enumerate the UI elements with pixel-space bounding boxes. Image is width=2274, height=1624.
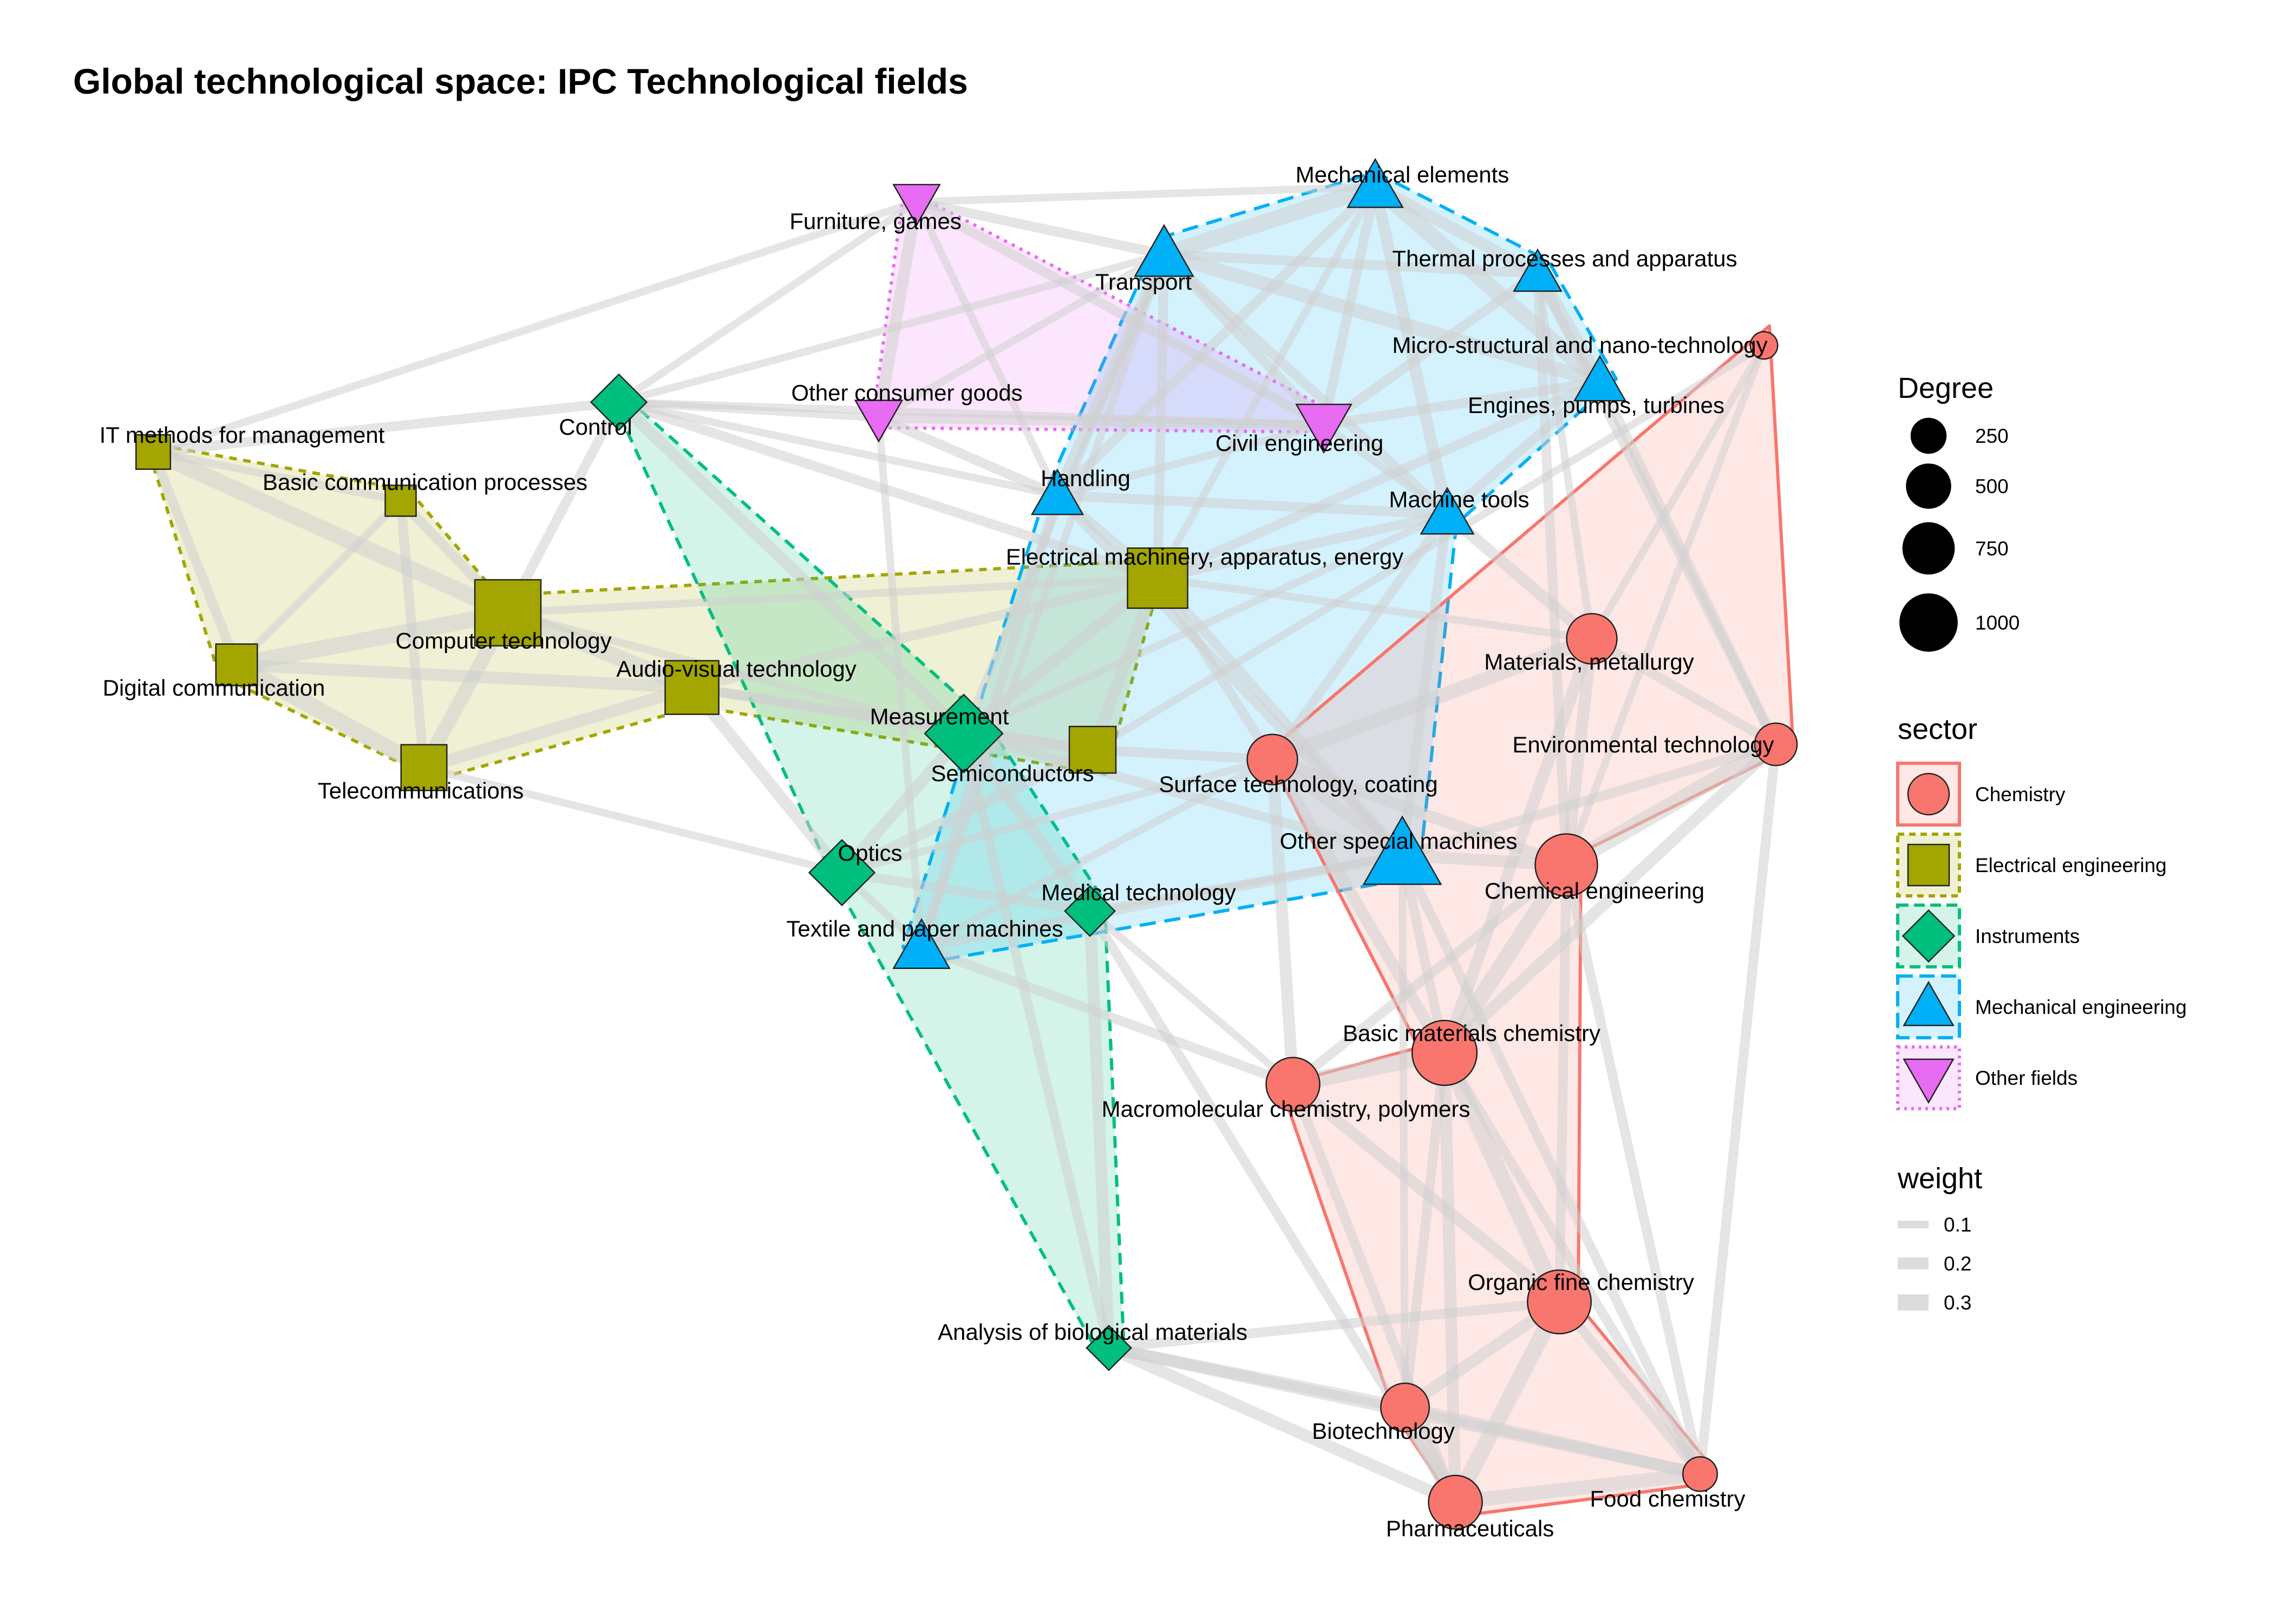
node-label-basic-materials-chemistry: Basic materials chemistry xyxy=(1343,1020,1600,1046)
node-label-thermal-processes-and-apparatus: Thermal processes and apparatus xyxy=(1392,246,1737,271)
node-label-measurement: Measurement xyxy=(870,704,1009,729)
legend-degree-label: 1000 xyxy=(1975,612,2020,634)
legend-sector-label: Mechanical engineering xyxy=(1975,996,2187,1018)
legend-sector-label: Electrical engineering xyxy=(1975,854,2167,876)
legend-degree-label: 250 xyxy=(1975,425,2009,447)
node-label-telecommunications: Telecommunications xyxy=(318,778,524,803)
node-label-medical-technology: Medical technology xyxy=(1041,880,1236,905)
legend-weight-label: 0.1 xyxy=(1944,1214,1971,1236)
node-label-semiconductors: Semiconductors xyxy=(931,761,1094,786)
node-label-engines-pumps-turbines: Engines, pumps, turbines xyxy=(1468,392,1724,418)
legend-weight: weight 0.1 0.2 0.3 xyxy=(1897,1162,1982,1314)
node-label-textile-and-paper-machines: Textile and paper machines xyxy=(786,916,1063,941)
legend-degree-key xyxy=(1903,522,1955,575)
edge-medical-technology--macromolecular-chemistry-polymers xyxy=(1090,911,1293,1084)
node-label-pharmaceuticals: Pharmaceuticals xyxy=(1386,1516,1554,1541)
node-label-environmental-technology: Environmental technology xyxy=(1512,732,1774,757)
node-label-other-special-machines: Other special machines xyxy=(1280,828,1518,854)
node-label-chemical-engineering: Chemical engineering xyxy=(1485,878,1704,903)
node-label-audio-visual-technology: Audio-visual technology xyxy=(616,656,857,682)
node-label-other-consumer-goods: Other consumer goods xyxy=(791,380,1022,405)
node-label-optics: Optics xyxy=(838,840,902,866)
legend-weight-title: weight xyxy=(1897,1162,1982,1195)
legend-sector-label: Instruments xyxy=(1975,925,2080,947)
node-label-micro-structural-and-nano-technology: Micro-structural and nano-technology xyxy=(1392,332,1767,358)
node-label-control: Control xyxy=(559,414,632,440)
node-label-biotechnology: Biotechnology xyxy=(1312,1418,1455,1444)
legend-sector-shape-electrical-engineering xyxy=(1908,844,1949,886)
node-label-basic-communication-processes: Basic communication processes xyxy=(263,469,587,495)
legend-degree-title: Degree xyxy=(1898,372,1994,404)
legend-sector-title: sector xyxy=(1898,713,1977,745)
legend-weight-label: 0.3 xyxy=(1944,1292,1971,1314)
node-label-analysis-of-biological-materials: Analysis of biological materials xyxy=(938,1319,1247,1345)
node-label-handling: Handling xyxy=(1041,466,1131,491)
legend-degree: Degree 250 500 750 1000 xyxy=(1898,372,2020,652)
node-label-computer-technology: Computer technology xyxy=(395,628,611,653)
node-label-it-methods-for-management: IT methods for management xyxy=(100,422,385,448)
node-label-digital-communication: Digital communication xyxy=(103,675,325,700)
node-label-organic-fine-chemistry: Organic fine chemistry xyxy=(1468,1269,1694,1295)
legend-degree-label: 500 xyxy=(1975,475,2009,497)
node-label-food-chemistry: Food chemistry xyxy=(1590,1486,1745,1511)
legend-weight-label: 0.2 xyxy=(1944,1253,1971,1275)
node-label-electrical-machinery-apparatus-energy: Electrical machinery, apparatus, energy xyxy=(1006,544,1404,569)
legend-degree-label: 750 xyxy=(1975,538,2009,560)
node-label-mechanical-elements: Mechanical elements xyxy=(1296,162,1510,187)
node-label-materials-metallurgy: Materials, metallurgy xyxy=(1484,649,1694,675)
node-label-macromolecular-chemistry-polymers: Macromolecular chemistry, polymers xyxy=(1102,1096,1471,1122)
legend-sector-label: Chemistry xyxy=(1975,783,2066,806)
legend-degree-key xyxy=(1906,463,1951,509)
legend-degree-key xyxy=(1911,418,1946,454)
edge-environmental-technology--food-chemistry xyxy=(1700,744,1776,1474)
legend-sector-label: Other fields xyxy=(1975,1067,2077,1089)
legend-sector: sector Chemistry Electrical engineering In… xyxy=(1898,713,2187,1109)
node-label-civil-engineering: Civil engineering xyxy=(1216,430,1384,456)
node-label-furniture-games: Furniture, games xyxy=(789,208,961,234)
legend-sector-shape-chemistry xyxy=(1908,774,1949,815)
node-label-surface-technology-coating: Surface technology, coating xyxy=(1159,771,1437,797)
edge-other-special-machines--biotechnology xyxy=(1402,855,1405,1407)
node-label-transport: Transport xyxy=(1095,269,1192,294)
node-label-machine-tools: Machine tools xyxy=(1389,487,1529,512)
legend-degree-key xyxy=(1899,593,1958,652)
